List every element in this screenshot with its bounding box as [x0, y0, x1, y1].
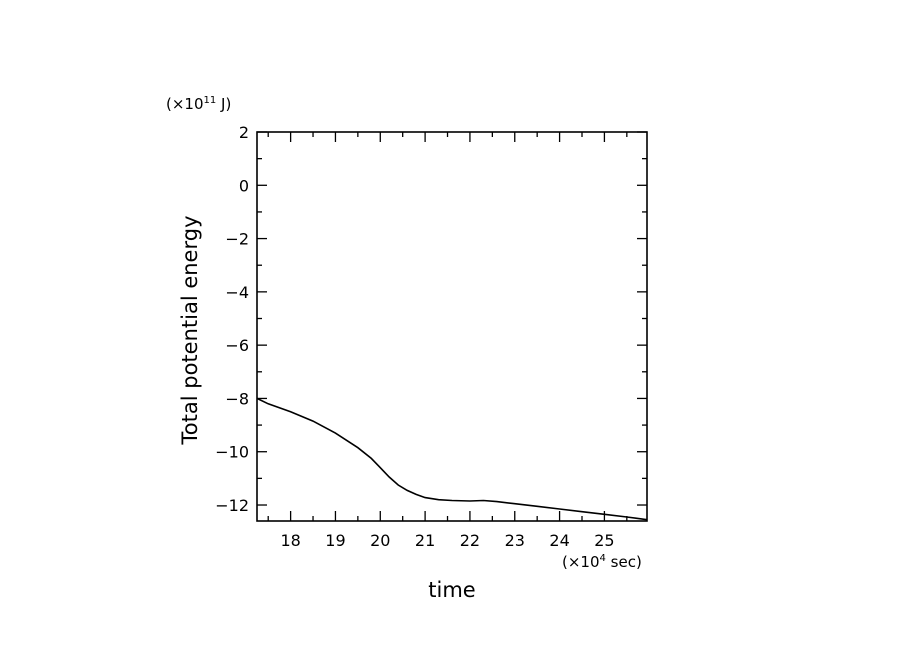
y-axis-ticks — [257, 131, 647, 506]
x-unit-exponent: 4 — [600, 553, 606, 564]
x-axis-label: time — [428, 578, 475, 602]
x-unit-suffix: sec) — [606, 553, 642, 571]
y-tick-label: 2 — [239, 123, 249, 142]
x-tick-label: 25 — [594, 531, 614, 550]
x-tick-label: 23 — [505, 531, 525, 550]
y-unit-suffix: J) — [216, 95, 231, 113]
y-tick-label: −4 — [225, 283, 249, 302]
y-axis-label: Total potential energy — [178, 216, 202, 446]
plot-frame — [256, 131, 648, 522]
y-tick-label: −8 — [225, 389, 249, 408]
y-unit-exponent: 11 — [204, 95, 217, 106]
x-unit-prefix: (×10 — [562, 553, 600, 571]
x-tick-label: 20 — [370, 531, 390, 550]
x-axis-unit-label: (×104 sec) — [562, 553, 642, 571]
x-tick-label: 19 — [325, 531, 345, 550]
y-axis-unit-label: (×1011 J) — [166, 95, 231, 113]
y-axis-tick-labels: 2 0 −2 −4 −6 −8 −10 −12 — [215, 123, 249, 515]
x-axis-tick-labels: 18 19 20 21 22 23 24 25 — [280, 531, 614, 550]
y-tick-label: −6 — [225, 336, 249, 355]
x-tick-label: 18 — [280, 531, 300, 550]
x-axis-ticks — [267, 132, 628, 521]
y-tick-label: −2 — [225, 230, 249, 249]
x-tick-label: 24 — [549, 531, 569, 550]
y-tick-label: −12 — [215, 496, 249, 515]
y-tick-label: −10 — [215, 443, 249, 462]
y-unit-prefix: (×10 — [166, 95, 204, 113]
x-tick-label: 21 — [415, 531, 435, 550]
series-line — [256, 397, 648, 521]
y-tick-label: 0 — [239, 176, 249, 195]
x-tick-label: 22 — [460, 531, 480, 550]
